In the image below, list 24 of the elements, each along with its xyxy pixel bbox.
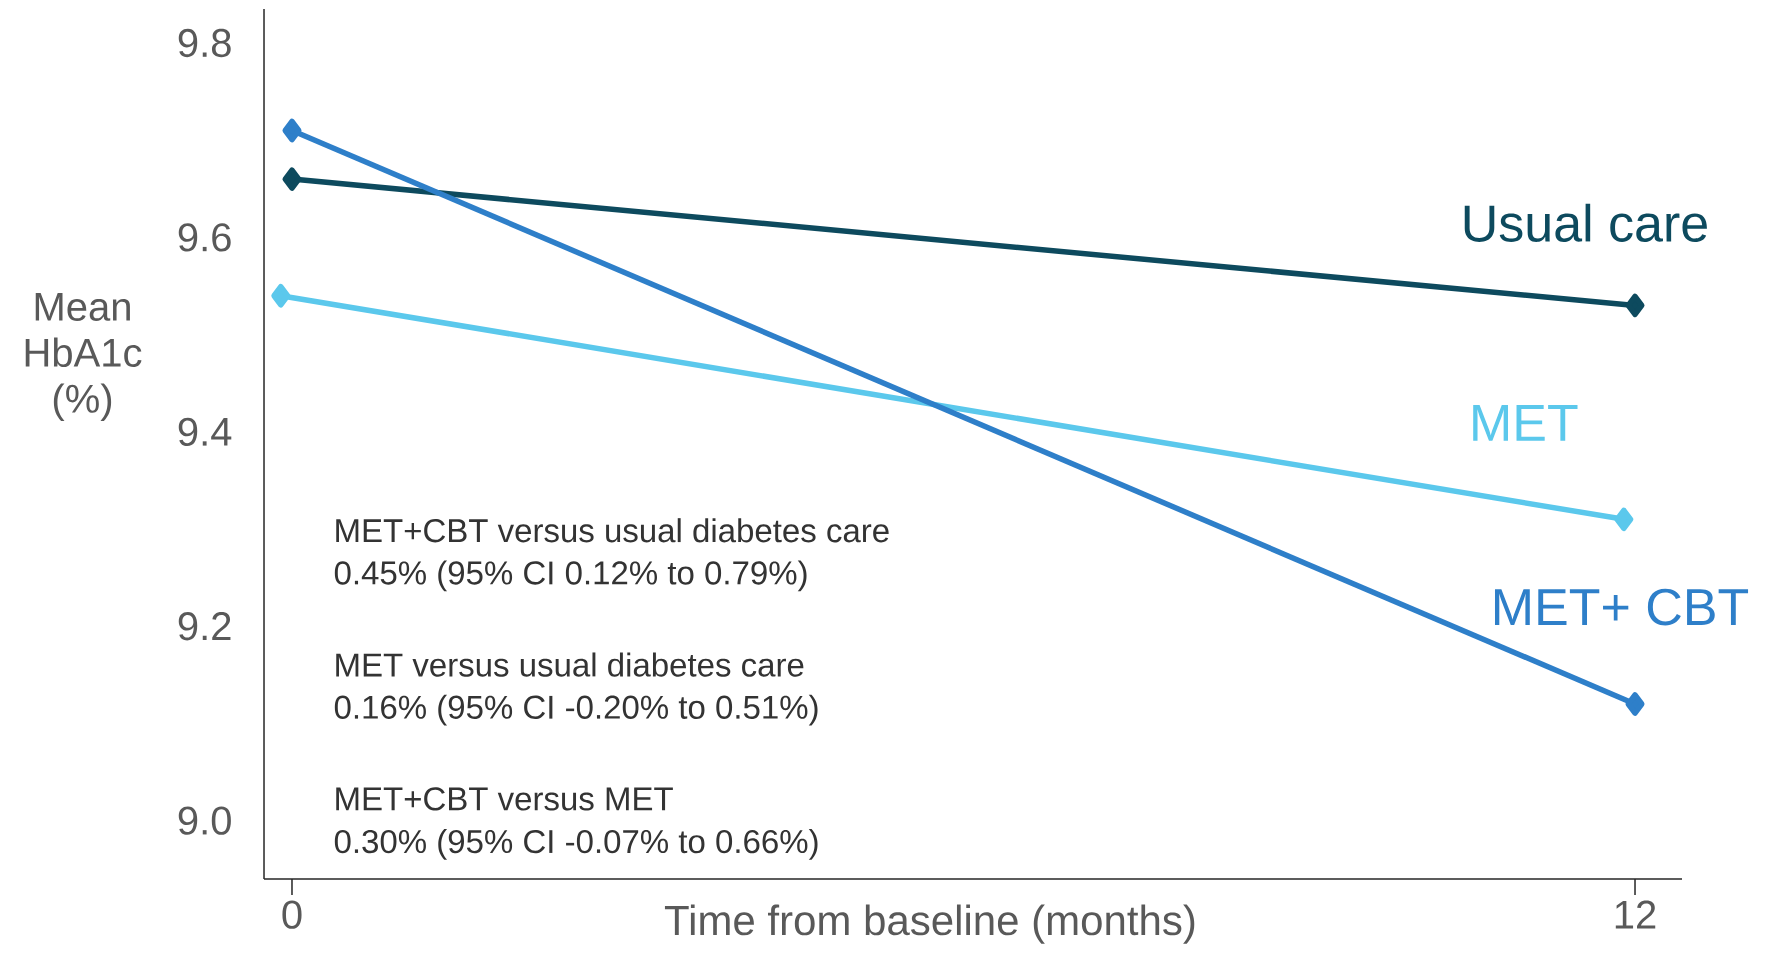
point	[271, 284, 291, 308]
series-label: Usual care	[1464, 203, 1707, 242]
y-tick-label: 9.0	[178, 806, 231, 835]
y-tick-label: 9.4	[178, 417, 232, 446]
x-tick-label: 0	[282, 900, 302, 929]
y-tick-label: 9.8	[178, 28, 231, 58]
annotation: 0.45% (95% CI 0.12% to 0.79%)	[334, 560, 807, 592]
x-tick-label: 12	[1615, 900, 1656, 929]
series-label: MET+ CBT	[1494, 588, 1749, 626]
point	[282, 167, 302, 191]
annotation: MET+CBT versus usual diabetes care	[336, 518, 889, 543]
annotation: MET+CBT versus MET	[336, 787, 673, 811]
x-axis-title: Time from baseline (months)	[664, 904, 1195, 944]
point	[282, 118, 302, 143]
y-tick-label: 9.2	[178, 612, 231, 641]
point	[1625, 692, 1645, 716]
annotation: MET versus usual diabetes care	[336, 652, 804, 677]
annotation: 0.16% (95% CI -0.20% to 0.51%)	[334, 694, 818, 726]
point	[1614, 507, 1634, 532]
annotation: 0.30% (95% CI -0.07% to 0.66%)	[334, 829, 818, 860]
y-tick-label: 9.6	[178, 223, 231, 252]
point	[1625, 293, 1645, 318]
series-label: MET	[1473, 405, 1578, 441]
y-axis-title: Mean HbA1c (%)	[25, 293, 142, 421]
